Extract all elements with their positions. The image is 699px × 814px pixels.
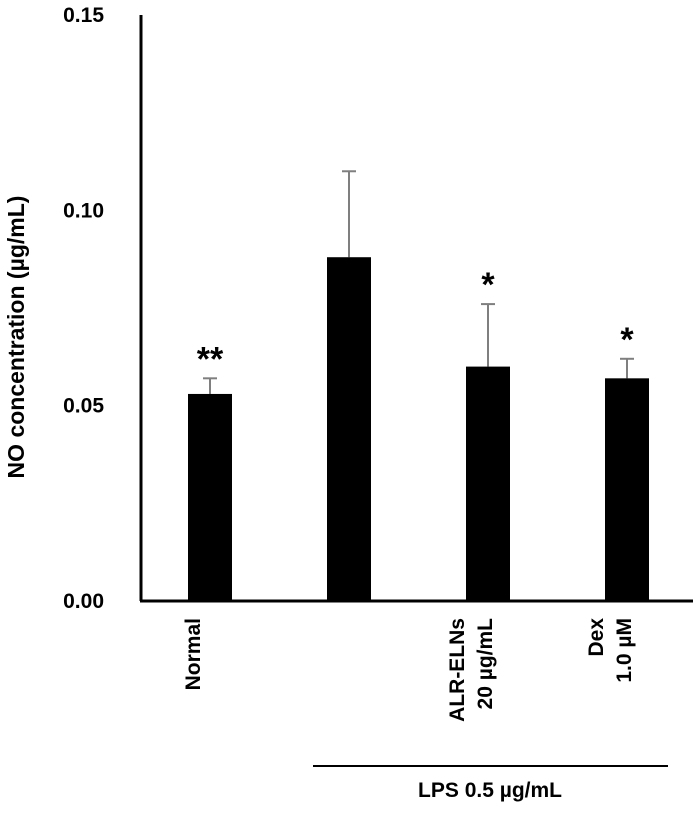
bar xyxy=(466,366,510,601)
bar xyxy=(327,257,371,601)
y-tick-label: 0.00 xyxy=(63,590,104,613)
x-tick-label: ALR-ELNs xyxy=(446,618,469,722)
x-tick-label: 1.0 µM xyxy=(613,618,636,683)
group-label: LPS 0.5 µg/mL xyxy=(418,779,562,802)
bar xyxy=(605,378,649,601)
y-tick-label: 0.05 xyxy=(63,395,104,418)
y-tick-label: 0.10 xyxy=(63,199,104,222)
significance-marker: ** xyxy=(197,340,224,378)
x-tick-label: Dex xyxy=(585,618,608,657)
significance-marker: * xyxy=(481,266,495,304)
significance-marker: * xyxy=(620,321,634,359)
x-tick-label: Normal xyxy=(182,618,205,690)
y-tick-label: 0.15 xyxy=(63,4,104,27)
bar xyxy=(188,393,232,601)
x-tick-label: 20 µg/mL xyxy=(474,618,497,710)
y-axis-label: NO concentration (µg/mL) xyxy=(3,196,29,479)
